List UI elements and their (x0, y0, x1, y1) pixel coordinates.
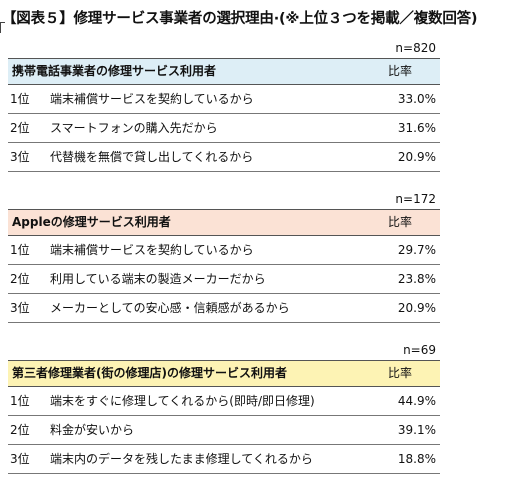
reason-text: スマートフォンの購入先だから (50, 121, 218, 135)
sample-size: n=69 (403, 343, 436, 357)
percentage-value: 20.9% (397, 150, 436, 164)
sample-size: n=820 (395, 41, 436, 55)
percentage-value: 23.8% (397, 272, 436, 286)
percentage-value: 44.9% (397, 394, 436, 408)
section-header: 第三者修理業者(街の修理店)の修理サービス利用者 比率 (8, 360, 440, 387)
ratio-column-label: 比率 (388, 64, 413, 78)
percentage-value: 29.7% (397, 243, 436, 257)
ratio-column-label: 比率 (388, 366, 413, 380)
reason-text: 代替機を無償で貸し出してくれるから (50, 150, 254, 164)
rank-label: 1位 (10, 243, 30, 257)
section-carrier-repair: n=820 携帯電話事業者の修理サービス利用者 比率 1位 端末補償サービスを契… (8, 38, 440, 172)
rank-label: 3位 (10, 452, 30, 466)
reason-text: 端末補償サービスを契約しているから (50, 243, 254, 257)
table-row: 3位 メーカーとしての安心感・信頼感があるから 20.9% (8, 294, 440, 323)
corner-mark (0, 22, 5, 33)
rank-label: 1位 (10, 394, 30, 408)
table-row: 1位 端末をすぐに修理してくれるから(即時/即日修理) 44.9% (8, 387, 440, 416)
table-row: 2位 利用している端末の製造メーカーだから 23.8% (8, 265, 440, 294)
rank-label: 2位 (10, 423, 30, 437)
section-title: 第三者修理業者(街の修理店)の修理サービス利用者 (12, 366, 287, 380)
reason-text: メーカーとしての安心感・信頼感があるから (50, 301, 290, 315)
section-title: Appleの修理サービス利用者 (12, 215, 171, 229)
table-row: 2位 スマートフォンの購入先だから 31.6% (8, 114, 440, 143)
percentage-value: 18.8% (397, 452, 436, 466)
section-title: 携帯電話事業者の修理サービス利用者 (12, 64, 217, 78)
table-row: 1位 端末補償サービスを契約しているから 33.0% (8, 85, 440, 114)
table-row: 3位 端末内のデータを残したまま修理してくれるから 18.8% (8, 445, 440, 474)
sample-size: n=172 (395, 192, 436, 206)
rank-label: 3位 (10, 301, 30, 315)
rank-label: 1位 (10, 92, 30, 106)
reason-text: 利用している端末の製造メーカーだから (50, 272, 266, 286)
reason-text: 端末補償サービスを契約しているから (50, 92, 254, 106)
reason-text: 端末をすぐに修理してくれるから(即時/即日修理) (50, 394, 315, 408)
section-header: Appleの修理サービス利用者 比率 (8, 209, 440, 236)
rank-label: 2位 (10, 121, 30, 135)
rank-label: 3位 (10, 150, 30, 164)
rank-label: 2位 (10, 272, 30, 286)
percentage-value: 39.1% (397, 423, 436, 437)
table-row: 2位 料金が安いから 39.1% (8, 416, 440, 445)
reason-text: 端末内のデータを残したまま修理してくれるから (50, 452, 313, 466)
percentage-value: 31.6% (397, 121, 436, 135)
reason-text: 料金が安いから (50, 423, 135, 437)
table-row: 3位 代替機を無償で貸し出してくれるから 20.9% (8, 143, 440, 172)
section-apple-repair: n=172 Appleの修理サービス利用者 比率 1位 端末補償サービスを契約し… (8, 189, 440, 323)
page-title: 【図表５】修理サービス事業者の選択理由·(※上位３つを掲載／複数回答) (2, 11, 478, 27)
percentage-value: 20.9% (397, 301, 436, 315)
section-header: 携帯電話事業者の修理サービス利用者 比率 (8, 58, 440, 85)
table-row: 1位 端末補償サービスを契約しているから 29.7% (8, 236, 440, 265)
ratio-column-label: 比率 (388, 215, 413, 229)
percentage-value: 33.0% (397, 92, 436, 106)
section-third-party-repair: n=69 第三者修理業者(街の修理店)の修理サービス利用者 比率 1位 端末をす… (8, 340, 440, 474)
